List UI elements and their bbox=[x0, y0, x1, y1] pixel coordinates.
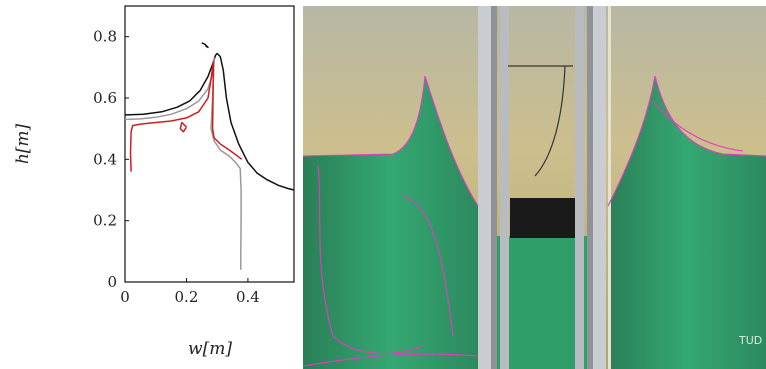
series-line-2 bbox=[201, 42, 209, 49]
right-water-body bbox=[608, 76, 766, 369]
x-tick-label: 0.4 bbox=[236, 288, 260, 306]
right-inner-post bbox=[575, 6, 584, 369]
series-line-3 bbox=[124, 57, 242, 270]
y-tick-label: 0.4 bbox=[93, 150, 117, 168]
tick-group: 0 0.2 0.4 0 0.2 0.4 0.6 0.8 bbox=[93, 28, 260, 306]
left-post-shadow bbox=[491, 6, 497, 369]
left-inner-post bbox=[500, 6, 509, 369]
series-line-4 bbox=[129, 60, 243, 172]
surface-contours bbox=[303, 75, 766, 367]
center-water bbox=[488, 236, 588, 369]
series-group bbox=[124, 42, 295, 270]
left-frame-post bbox=[478, 6, 491, 369]
sensor-wire bbox=[508, 65, 573, 177]
x-tick-label: 0.2 bbox=[175, 288, 199, 306]
y-tick-label: 0.8 bbox=[93, 28, 117, 46]
right-post-shadow bbox=[587, 6, 593, 369]
y-axis-label: h[m] bbox=[13, 123, 33, 164]
series-line-5 bbox=[179, 121, 188, 133]
y-tick-label: 0.6 bbox=[93, 89, 117, 107]
y-tick-label: 0.2 bbox=[93, 212, 117, 230]
plot-frame bbox=[124, 5, 295, 283]
right-frame-post bbox=[593, 6, 606, 369]
experiment-photo: TUD bbox=[303, 6, 766, 369]
y-tick-label: 0 bbox=[107, 273, 117, 291]
watermark: TUD bbox=[738, 334, 762, 347]
chart-panel: 0 0.2 0.4 0 0.2 0.4 0.6 0.8 w[m] h[m] bbox=[13, 5, 295, 359]
x-axis-label: w[m] bbox=[188, 339, 232, 359]
sluice-gate bbox=[510, 198, 576, 238]
x-tick-label: 0 bbox=[120, 288, 130, 306]
left-water-body bbox=[303, 76, 478, 369]
series-line-1 bbox=[124, 52, 295, 191]
glass-seam bbox=[608, 6, 611, 369]
